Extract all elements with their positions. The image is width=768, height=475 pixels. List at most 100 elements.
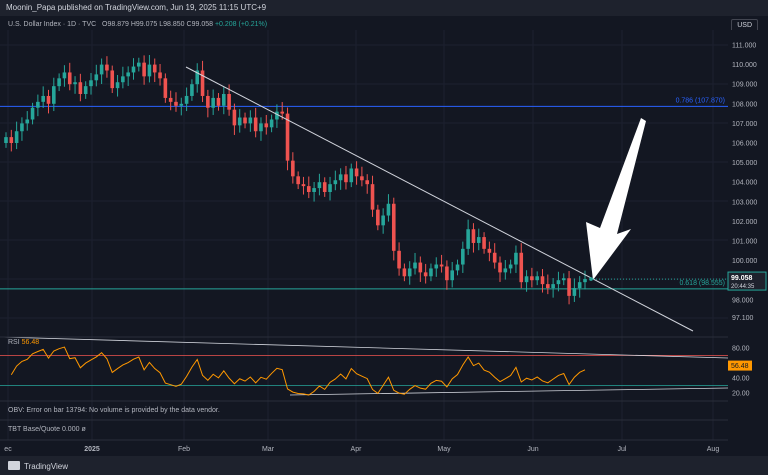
- time-label: Mar: [262, 446, 275, 453]
- current-price-badge[interactable]: [727, 271, 767, 291]
- candle-body: [275, 111, 279, 120]
- candle-body: [519, 252, 524, 283]
- rsi-label-group: RSI 56.48: [8, 339, 39, 346]
- price-axis[interactable]: 111.000 110.000 109.000 108.000 107.000 106.0…: [589, 30, 768, 440]
- candle-body: [439, 264, 444, 267]
- time-label: Jun: [527, 446, 538, 453]
- candle-body: [227, 94, 231, 110]
- fib-levels: 0.786 (107.870) 0.618 (98.555): [0, 97, 728, 290]
- footer: TradingView: [0, 456, 768, 475]
- candle-body: [577, 282, 582, 289]
- candle-body: [360, 176, 364, 181]
- tbt-value: 0.000: [61, 426, 80, 433]
- time-label: Aug: [707, 446, 720, 453]
- arrow-annotation[interactable]: [586, 118, 646, 280]
- candle-body: [445, 266, 449, 281]
- rsi-trend-lower[interactable]: [289, 387, 729, 396]
- tradingview-logo-icon: [8, 461, 20, 470]
- candle-body: [535, 276, 539, 281]
- time-label: Feb: [178, 446, 190, 453]
- candle-body: [370, 184, 375, 210]
- candle-body: [567, 278, 571, 296]
- price-tick: 104.000: [732, 180, 757, 187]
- candle-body: [46, 95, 51, 104]
- candle-body: [41, 95, 45, 102]
- candle-body: [62, 72, 67, 79]
- candle-body: [94, 74, 99, 81]
- candle-body: [461, 248, 465, 265]
- high-value: H99.075: [130, 21, 158, 28]
- current-price-value: 99.058: [731, 275, 753, 282]
- candle-body: [264, 123, 269, 128]
- rsi-tick: 40.00: [732, 376, 750, 383]
- candle-body: [184, 95, 189, 104]
- candle-body: [514, 252, 518, 265]
- time-label: Apr: [351, 446, 363, 453]
- candle-body: [89, 80, 93, 87]
- candle-body: [503, 268, 508, 273]
- brand-name: TradingView: [24, 462, 69, 471]
- rsi-tick: 80.00: [732, 345, 750, 352]
- time-label: May: [437, 446, 451, 453]
- rsi-label: RSI: [8, 339, 20, 346]
- tradingview-logo[interactable]: TradingView: [8, 461, 68, 471]
- candle-body: [237, 117, 242, 126]
- candle-body: [391, 203, 396, 251]
- candle-body: [487, 248, 492, 253]
- rsi-tick: 20.00: [732, 391, 750, 398]
- candle-body: [4, 137, 8, 143]
- candle-body: [211, 97, 215, 108]
- candle-body: [455, 264, 460, 271]
- price-tick: 100.000: [732, 258, 757, 265]
- candle-body: [110, 70, 115, 89]
- price-tick: 101.000: [732, 239, 757, 246]
- candle-body: [152, 64, 157, 73]
- candle-body: [147, 64, 152, 77]
- countdown-value: 20:44:35: [731, 284, 755, 290]
- price-tick: 110.000: [732, 62, 757, 69]
- candle-body: [386, 203, 391, 216]
- price-tick: 109.000: [732, 82, 757, 89]
- price-tick: 98.000: [732, 297, 754, 304]
- candle-body: [344, 174, 348, 183]
- candle-body: [200, 70, 205, 96]
- candle-body: [381, 215, 385, 226]
- candle-body: [301, 184, 306, 187]
- candle-body: [397, 250, 401, 269]
- fib-label: 0.618 (98.555): [679, 280, 725, 287]
- rsi-value-badge: [728, 360, 752, 371]
- candle-body: [413, 262, 417, 269]
- candle-body: [57, 78, 61, 87]
- rsi-value: 56.48: [21, 339, 40, 346]
- price-tick: 102.000: [732, 219, 757, 226]
- candle-body: [121, 76, 125, 83]
- candle-body: [508, 264, 513, 269]
- time-label: 2025: [84, 446, 100, 453]
- candle-body: [476, 237, 481, 243]
- time-axis[interactable]: ec 2025 Feb Mar Apr May Jun Jul Aug: [4, 446, 719, 453]
- candle-body: [248, 117, 253, 124]
- time-label: ec: [4, 446, 12, 453]
- symbol-name[interactable]: U.S. Dollar Index · 1D · TVC: [8, 21, 97, 28]
- candle-body: [73, 82, 77, 85]
- price-tick: 106.000: [732, 141, 757, 148]
- candle-body: [482, 237, 486, 249]
- candle-body: [259, 123, 263, 132]
- candle-body: [524, 276, 529, 283]
- candle-body: [434, 264, 439, 269]
- candle-body: [540, 276, 545, 285]
- trend-line[interactable]: [185, 66, 694, 332]
- price-tick: 111.000: [732, 43, 756, 50]
- candle-body: [190, 84, 194, 96]
- candle-body: [285, 113, 290, 161]
- close-value: C99.058: [186, 21, 213, 28]
- candle-body: [163, 78, 168, 98]
- rsi-trend-upper[interactable]: [0, 336, 729, 359]
- candle-body: [253, 117, 258, 132]
- candle-body: [317, 182, 322, 189]
- candle-body: [14, 131, 19, 143]
- candle-body: [429, 268, 433, 277]
- candle-body: [333, 180, 338, 185]
- candle-body: [551, 284, 555, 289]
